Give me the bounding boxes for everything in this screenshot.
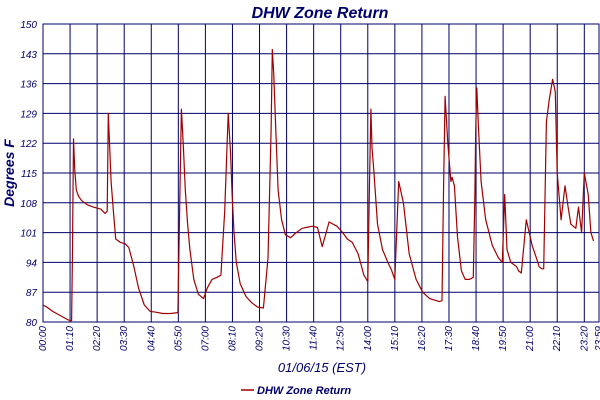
series-line-dhw-zone-return [42, 48, 595, 322]
x-tick-label: 07:00 [200, 326, 211, 351]
x-tick-label: 18:40 [471, 326, 482, 351]
x-tick-label: 09:20 [255, 326, 266, 351]
x-axis-ticks: 00:00 01:10 02:20 03:30 04:40 05:50 07:00 08:10… [38, 326, 600, 352]
y-tick-label: 115 [21, 169, 37, 180]
x-tick-label: 02:20 [92, 326, 103, 351]
legend: DHW Zone Return [241, 385, 351, 397]
x-tick-label: 14:00 [363, 326, 374, 351]
y-tick-label: 94 [26, 258, 38, 269]
y-tick-label: 150 [20, 20, 37, 31]
y-tick-label: 87 [26, 288, 38, 299]
y-axis-ticks: 80 87 94 101 108 115 122 129 136 143 150 [20, 20, 37, 329]
series-layer [42, 48, 595, 322]
x-tick-label: 00:00 [38, 326, 49, 351]
x-tick-label: 22:10 [552, 326, 563, 352]
x-tick-label: 10:30 [282, 326, 293, 351]
x-tick-label: 01:10 [65, 326, 76, 351]
legend-label: DHW Zone Return [257, 385, 351, 397]
y-tick-label: 80 [26, 318, 38, 329]
x-tick-label: 11:40 [309, 326, 320, 351]
x-axis-label: 01/06/15 (EST) [278, 360, 366, 375]
x-tick-label: 08:10 [227, 326, 238, 351]
plot-frame [42, 23, 600, 323]
y-tick-label: 108 [20, 199, 37, 210]
y-tick-label: 129 [20, 109, 37, 120]
x-tick-label: 12:50 [336, 326, 347, 351]
y-axis-label: Degrees F [1, 139, 17, 207]
y-tick-label: 122 [20, 139, 37, 150]
y-tick-label: 136 [20, 80, 37, 91]
gridlines [42, 23, 600, 323]
x-tick-label: 17:30 [444, 326, 455, 351]
y-tick-label: 143 [20, 50, 37, 61]
x-tick-label: 15:10 [390, 326, 401, 351]
chart-title: DHW Zone Return [252, 5, 389, 22]
x-tick-label: 21:00 [525, 326, 536, 352]
x-tick-label: 19:50 [498, 326, 509, 351]
y-tick-label: 101 [20, 229, 37, 240]
x-tick-label: 03:30 [119, 326, 130, 351]
x-tick-label: 16:20 [417, 326, 428, 351]
x-tick-label: 05:50 [173, 326, 184, 351]
x-tick-label: 23:59 [594, 326, 600, 352]
x-tick-label: 23:20 [579, 326, 590, 352]
x-tick-label: 04:40 [146, 326, 157, 351]
